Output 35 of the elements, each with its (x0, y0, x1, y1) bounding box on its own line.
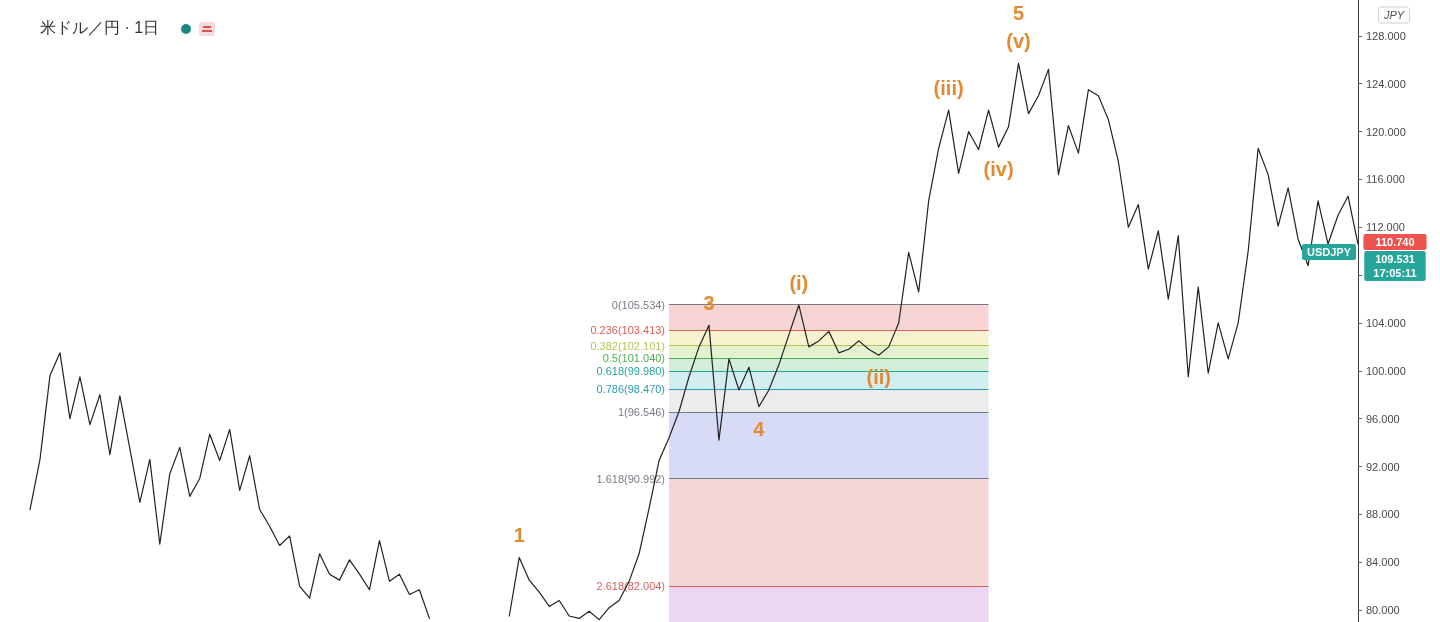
y-tick-label: 104.000 (1366, 316, 1406, 329)
y-tick-label: 96.000 (1366, 412, 1400, 425)
y-tick-label: 116.000 (1366, 173, 1405, 186)
y-tick-label: 92.000 (1366, 460, 1400, 473)
text: 17:05:11 (1373, 267, 1417, 279)
annotation: (v) (1006, 30, 1031, 53)
annotation: USDJPY (1306, 246, 1352, 258)
y-tick-label: 112.000 (1366, 221, 1405, 234)
text: 米ドル／円 · 1日 (40, 18, 160, 38)
ref-line-label: 0.618(99.980) (596, 365, 666, 378)
annotation: (iv) (983, 158, 1014, 181)
y-tick-label: 120.000 (1366, 125, 1406, 138)
y-tick-label: 80.000 (1366, 604, 1400, 617)
annotation: (iii) (933, 77, 964, 100)
annotation: 5 (1012, 2, 1025, 25)
annotation: (ii) (866, 366, 891, 389)
line-series (508, 62, 1359, 621)
y-tick-label: 84.000 (1366, 556, 1400, 569)
y-tick-label: 88.000 (1366, 508, 1400, 521)
y-tick-label: 124.000 (1366, 77, 1406, 90)
text: 110.740 (1375, 236, 1415, 248)
ref-line-label: 0.382(102.101) (590, 339, 666, 352)
y-tick-label: 128.000 (1366, 29, 1406, 42)
ref-line-label: 1(96.546) (617, 406, 666, 419)
ref-line-label: 0.5(101.040) (602, 352, 666, 365)
ref-line-label: 0.236(103.413) (590, 323, 666, 336)
ref-line-label: 0.786(98.470) (596, 383, 666, 396)
line-series (29, 352, 430, 620)
y-tick-label: 100.000 (1366, 364, 1406, 377)
annotation: 1 (513, 524, 525, 547)
ref-line-label: 0(105.534) (611, 298, 666, 311)
text: 109.531 (1375, 253, 1415, 265)
annotation: (i) (789, 272, 809, 295)
y-axis-title: JPY (1382, 9, 1405, 21)
annotation: 4 (753, 417, 766, 440)
